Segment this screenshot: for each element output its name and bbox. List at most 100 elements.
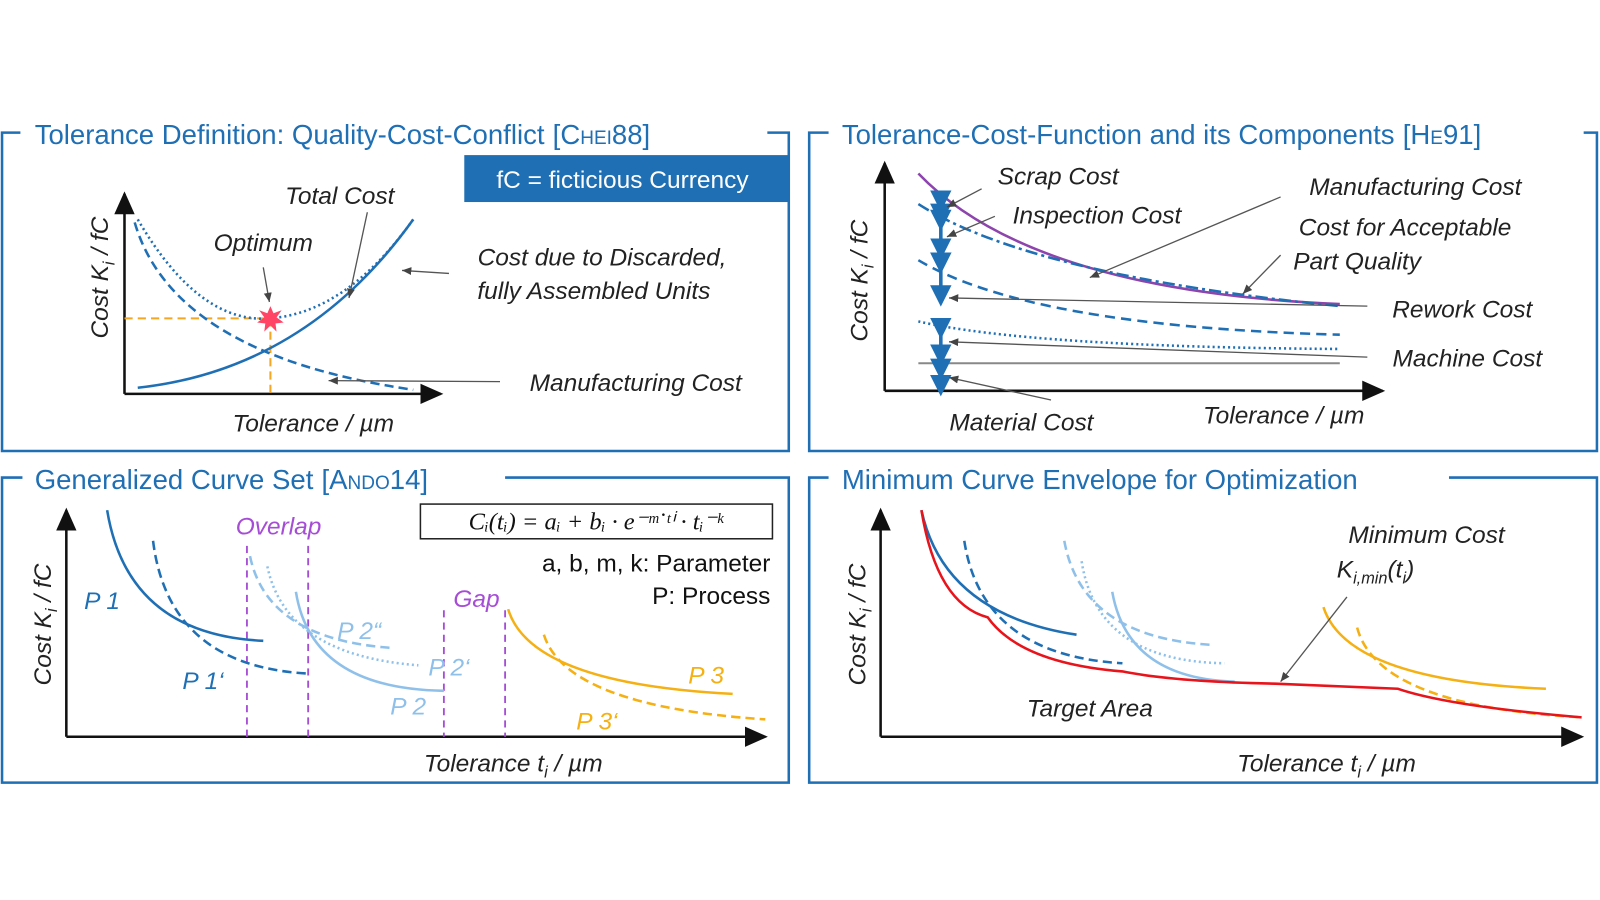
curve-rework (917, 259, 1340, 336)
min-envelope (920, 509, 1582, 719)
leader (347, 212, 368, 299)
curve-scrap (917, 203, 1340, 308)
curve-p2-dprime (1063, 540, 1213, 647)
curve-p2 (294, 591, 444, 693)
label: Manufacturing Cost (1309, 174, 1522, 201)
frame (0, 131, 791, 453)
optimum-star (257, 306, 284, 332)
min-label-text: K (1337, 557, 1355, 584)
leader (262, 267, 272, 303)
y-label: Cost Ki / fC (846, 219, 877, 341)
min-label: Ki,min(ti) (1337, 557, 1415, 588)
curve-p1-prime (963, 540, 1123, 665)
x-label-unit: / µm (1361, 750, 1416, 777)
y-label-text: Cost K (30, 610, 57, 685)
title-ref: [Ando14] (322, 464, 429, 495)
label: Overlap (236, 514, 322, 541)
formula-box (419, 503, 774, 540)
frame (807, 476, 1599, 784)
label: fully Assembled Units (477, 278, 710, 305)
panel-title: Generalized Curve Set [Ando14] (35, 464, 428, 495)
panel-4: Minimum Curve Envelope for Optimization … (807, 464, 1599, 784)
title-text: Generalized Curve Set (35, 464, 314, 495)
label: Material Cost (949, 410, 1094, 437)
x-label-sub: i (1357, 764, 1361, 782)
label: Optimum (214, 230, 313, 257)
y-label-text: Cost K (844, 610, 871, 685)
y-label-sub: i (100, 261, 118, 265)
curve-p3-prime (542, 634, 766, 721)
title-text: Tolerance-Cost-Function and its Componen… (842, 119, 1395, 150)
label: P 2‘ (428, 655, 470, 682)
label: P 2 (390, 693, 426, 720)
label: Part Quality (1293, 248, 1423, 275)
leader (946, 188, 982, 208)
y-label-sub: i (859, 264, 877, 268)
label: Scrap Cost (998, 164, 1120, 191)
curve-p1-prime (151, 540, 307, 675)
label: P 1 (84, 588, 120, 615)
curve-p2 (1110, 591, 1235, 683)
label: Rework Cost (1392, 296, 1533, 323)
leader (948, 338, 1368, 358)
label: Total Cost (285, 183, 395, 210)
label: P 3 (688, 663, 724, 690)
panel-title: Tolerance Definition: Quality-Cost-Confl… (35, 119, 651, 150)
label: Manufacturing Cost (530, 370, 743, 397)
x-label: Tolerance / µm (233, 411, 394, 438)
label: Target Area (1027, 695, 1153, 722)
curve-total (917, 172, 1340, 306)
title-ref: [Chei88] (553, 119, 651, 150)
curve-p2-prime (266, 566, 419, 667)
curve-p3 (506, 608, 733, 696)
title-text: Tolerance Definition: Quality-Cost-Confl… (35, 119, 545, 150)
title-ref: [He91] (1403, 119, 1482, 150)
min-label-paren-sub: i (1402, 570, 1406, 588)
label: Inspection Cost (1013, 202, 1183, 229)
x-label-unit: / µm (548, 750, 603, 777)
y-label-unit: / fC (844, 563, 871, 608)
panel-2: Tolerance-Cost-Function and its Componen… (807, 119, 1599, 453)
y-label-sub: i (857, 608, 875, 612)
y-label-text: Cost K (846, 266, 873, 341)
leader (1089, 196, 1281, 279)
note: fC = ficticious Currency (496, 167, 749, 194)
x-label-text: Tolerance t (1237, 750, 1358, 777)
y-label-sub: i (43, 608, 61, 612)
x-label-text: Tolerance t (424, 750, 545, 777)
label: P 2“ (337, 618, 383, 645)
y-label: Cost Ki / fC (87, 216, 118, 338)
x-label: Tolerance / µm (1203, 402, 1364, 429)
curve-p2-dprime (248, 555, 393, 650)
optimum-guide (124, 317, 272, 394)
curve-manufacturing (133, 222, 414, 392)
y-label: Cost Ki / fC (30, 563, 61, 685)
leader (401, 267, 450, 275)
frame (0, 476, 791, 784)
label: Cost due to Discarded, (478, 244, 727, 271)
legend-text: a, b, m, k: Parameter (542, 550, 770, 577)
frame (807, 131, 1599, 453)
panel-title: Tolerance-Cost-Function and its Componen… (842, 119, 1481, 150)
label: Machine Cost (1393, 345, 1544, 372)
leader (946, 215, 996, 238)
formula: Cᵢ(tᵢ) = aᵢ + bᵢ · e⁻ᵐ˙ᵗⁱ · tᵢ⁻ᵏ (469, 509, 725, 536)
label: P 1‘ (182, 668, 224, 695)
x-label: Tolerance ti / µm (1237, 750, 1416, 781)
leader (1242, 254, 1282, 295)
min-label-close: ) (1403, 557, 1414, 584)
leader (328, 376, 501, 385)
panel-1: Tolerance Definition: Quality-Cost-Confl… (0, 119, 791, 453)
curve-p2-prime (1080, 561, 1225, 665)
region-lines (246, 545, 507, 737)
leader (1280, 596, 1348, 683)
label: Gap (453, 586, 499, 613)
leader (948, 375, 1052, 401)
y-label-unit: / fC (846, 219, 873, 264)
panel-title: Minimum Curve Envelope for Optimization (842, 464, 1358, 495)
leader (948, 294, 1368, 307)
legend-text: P: Process (652, 583, 770, 610)
min-label-paren: (t (1388, 557, 1404, 584)
